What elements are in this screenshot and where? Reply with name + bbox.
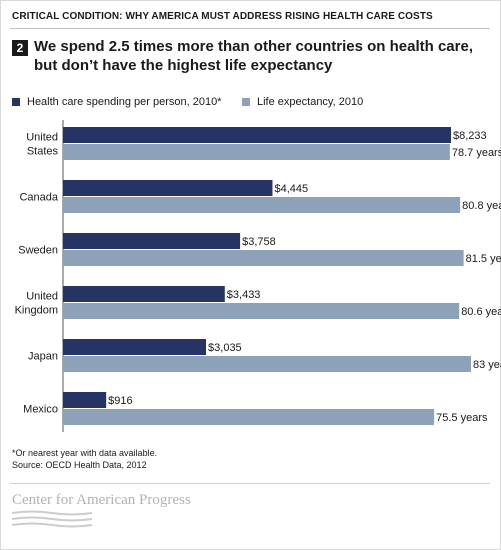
data-label-life: 80.6 years bbox=[461, 306, 501, 318]
bar-spending bbox=[63, 339, 207, 355]
bar-spending bbox=[63, 180, 273, 196]
legend-swatch-spending bbox=[12, 98, 20, 106]
category-label: Kingdom bbox=[15, 305, 58, 317]
data-label-spending: $3,433 bbox=[227, 289, 261, 301]
bar-life-expectancy bbox=[63, 356, 471, 372]
legend-item-spending: Health care spending per person, 2010* bbox=[12, 95, 221, 109]
bar-spending bbox=[63, 392, 107, 408]
legend-label-spending: Health care spending per person, 2010* bbox=[27, 96, 222, 108]
legend-item-life: Life expectancy, 2010 bbox=[242, 95, 363, 109]
footnotes: *Or nearest year with data available. So… bbox=[12, 447, 157, 471]
headline-line-1: We spend 2.5 times more than other count… bbox=[34, 38, 473, 55]
top-divider bbox=[10, 28, 490, 29]
data-label-life: 80.8 years bbox=[462, 200, 501, 212]
data-label-life: 81.5 years bbox=[466, 253, 501, 265]
cap-logo-flag-stripes bbox=[12, 510, 93, 528]
data-label-spending: $3,035 bbox=[208, 342, 242, 354]
data-label-spending: $8,233 bbox=[453, 130, 487, 142]
bar-chart: $8,233 78.7 years United States $4,445 80.8 y… bbox=[15, 120, 501, 432]
category-label: States bbox=[27, 146, 59, 158]
data-label-life: 83 years bbox=[473, 359, 501, 371]
legend-label-life: Life expectancy, 2010 bbox=[257, 96, 364, 108]
bar-life-expectancy bbox=[63, 250, 464, 266]
figure-number-badge: 2 bbox=[12, 40, 28, 56]
category-label: Japan bbox=[28, 351, 58, 363]
category-label: Sweden bbox=[18, 245, 58, 257]
data-label-spending: $916 bbox=[108, 395, 132, 407]
bottom-divider bbox=[10, 483, 490, 484]
bar-life-expectancy bbox=[63, 144, 450, 160]
bar-spending bbox=[63, 127, 451, 143]
category-label: United bbox=[26, 291, 58, 303]
category-label: Canada bbox=[19, 192, 58, 204]
bar-life-expectancy bbox=[63, 409, 435, 425]
report-kicker: CRITICAL CONDITION: WHY AMERICA MUST ADD… bbox=[12, 11, 433, 22]
bar-spending bbox=[63, 286, 225, 302]
bar-life-expectancy bbox=[63, 303, 460, 319]
footnote-note: *Or nearest year with data available. bbox=[12, 448, 158, 458]
data-label-life: 75.5 years bbox=[436, 412, 488, 424]
bar-spending bbox=[63, 233, 241, 249]
legend-swatch-life bbox=[242, 98, 250, 106]
bar-life-expectancy bbox=[63, 197, 461, 213]
data-label-life: 78.7 years bbox=[452, 147, 501, 159]
category-label: Mexico bbox=[23, 404, 58, 416]
chart-headline: We spend 2.5 times more than other count… bbox=[34, 37, 494, 75]
cap-logo-text: Center for American Progress bbox=[12, 492, 191, 508]
headline-line-2: but don’t have the highest life expectan… bbox=[34, 57, 333, 74]
footnote-source: Source: OECD Health Data, 2012 bbox=[12, 460, 147, 470]
category-label: United bbox=[26, 132, 58, 144]
data-label-spending: $4,445 bbox=[274, 183, 308, 195]
data-label-spending: $3,758 bbox=[242, 236, 276, 248]
